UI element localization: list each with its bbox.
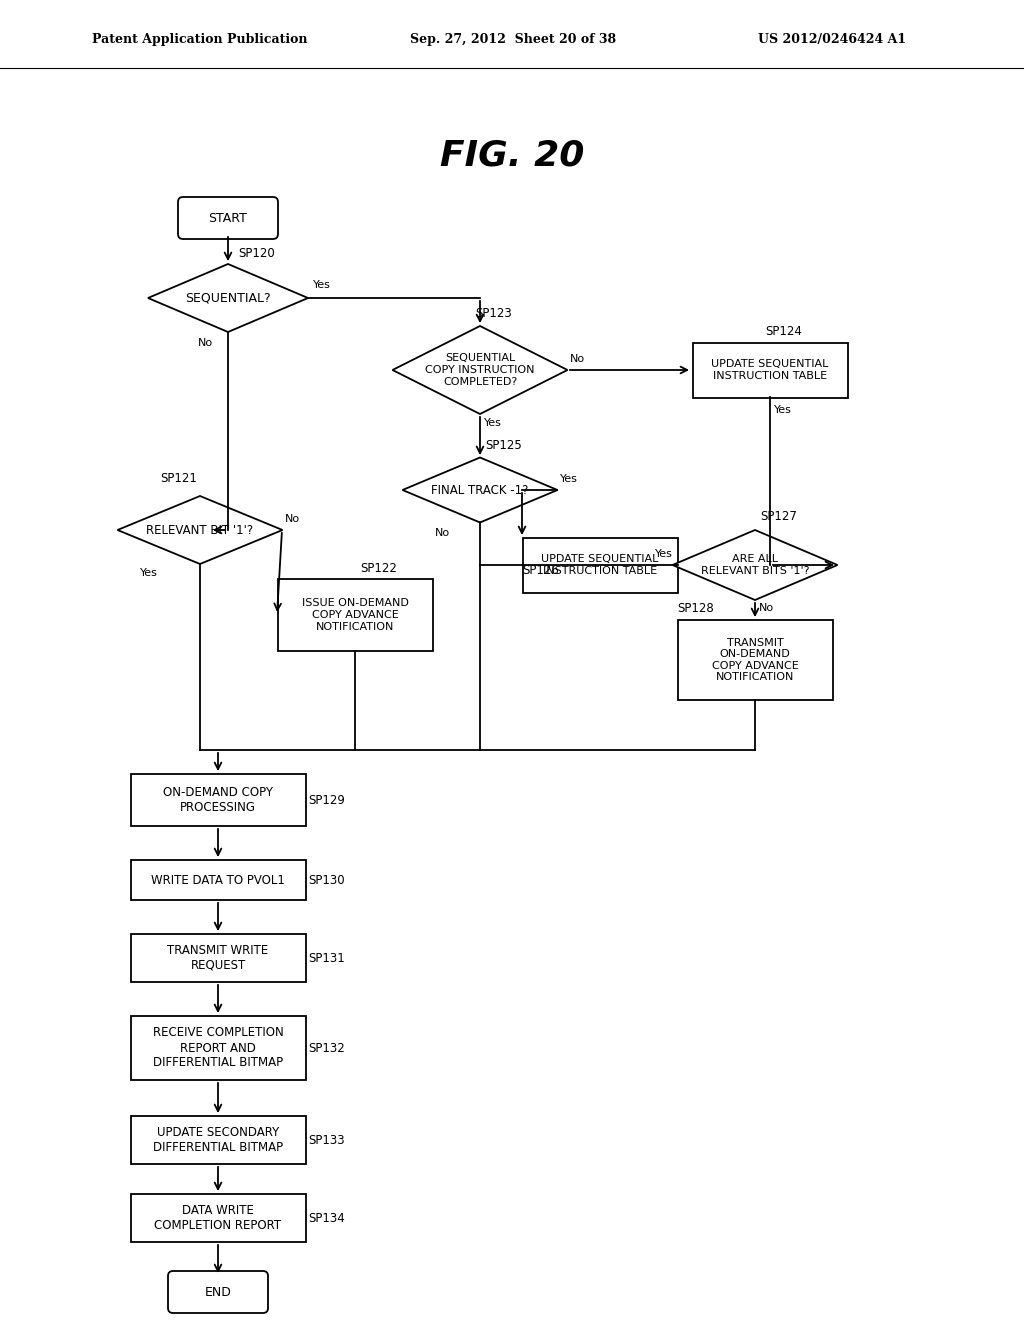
Text: Patent Application Publication: Patent Application Publication bbox=[92, 33, 307, 46]
Text: No: No bbox=[435, 528, 450, 539]
Text: UPDATE SEQUENTIAL
INSTRUCTION TABLE: UPDATE SEQUENTIAL INSTRUCTION TABLE bbox=[542, 554, 658, 576]
Text: DATA WRITE
COMPLETION REPORT: DATA WRITE COMPLETION REPORT bbox=[155, 1204, 282, 1232]
Text: END: END bbox=[205, 1286, 231, 1299]
FancyBboxPatch shape bbox=[178, 197, 278, 239]
Text: No: No bbox=[285, 513, 300, 524]
Text: SEQUENTIAL
COPY INSTRUCTION
COMPLETED?: SEQUENTIAL COPY INSTRUCTION COMPLETED? bbox=[425, 354, 535, 387]
Text: FINAL TRACK -1?: FINAL TRACK -1? bbox=[431, 483, 528, 496]
Polygon shape bbox=[118, 496, 283, 564]
Text: ARE ALL
RELEVANT BITS '1'?: ARE ALL RELEVANT BITS '1'? bbox=[700, 554, 809, 576]
Text: ON-DEMAND COPY
PROCESSING: ON-DEMAND COPY PROCESSING bbox=[163, 785, 273, 814]
Text: SP132: SP132 bbox=[308, 1041, 345, 1055]
Text: SP126: SP126 bbox=[522, 564, 559, 577]
Text: Yes: Yes bbox=[560, 474, 578, 484]
Text: SP129: SP129 bbox=[308, 793, 345, 807]
Polygon shape bbox=[402, 458, 557, 523]
Bar bbox=[130, 861, 305, 900]
Bar bbox=[678, 620, 833, 700]
Bar bbox=[692, 342, 848, 397]
Bar bbox=[130, 1115, 305, 1164]
Text: US 2012/0246424 A1: US 2012/0246424 A1 bbox=[758, 33, 906, 46]
Text: TRANSMIT
ON-DEMAND
COPY ADVANCE
NOTIFICATION: TRANSMIT ON-DEMAND COPY ADVANCE NOTIFICA… bbox=[712, 638, 799, 682]
Text: SP127: SP127 bbox=[760, 510, 797, 523]
Text: No: No bbox=[198, 338, 213, 348]
Text: SP125: SP125 bbox=[485, 440, 522, 451]
Bar bbox=[522, 537, 678, 593]
Polygon shape bbox=[148, 264, 308, 333]
Polygon shape bbox=[392, 326, 567, 414]
Text: SP123: SP123 bbox=[475, 308, 512, 319]
Text: START: START bbox=[209, 211, 248, 224]
Text: Sep. 27, 2012  Sheet 20 of 38: Sep. 27, 2012 Sheet 20 of 38 bbox=[410, 33, 615, 46]
Polygon shape bbox=[673, 531, 838, 601]
Text: UPDATE SEQUENTIAL
INSTRUCTION TABLE: UPDATE SEQUENTIAL INSTRUCTION TABLE bbox=[712, 359, 828, 380]
Text: SEQUENTIAL?: SEQUENTIAL? bbox=[185, 292, 270, 305]
Text: SP124: SP124 bbox=[765, 325, 802, 338]
Text: ISSUE ON-DEMAND
COPY ADVANCE
NOTIFICATION: ISSUE ON-DEMAND COPY ADVANCE NOTIFICATIO… bbox=[301, 598, 409, 631]
FancyBboxPatch shape bbox=[168, 1271, 268, 1313]
Text: RECEIVE COMPLETION
REPORT AND
DIFFERENTIAL BITMAP: RECEIVE COMPLETION REPORT AND DIFFERENTI… bbox=[153, 1027, 284, 1069]
Bar bbox=[130, 1195, 305, 1242]
Text: SP130: SP130 bbox=[308, 874, 345, 887]
Text: No: No bbox=[570, 354, 585, 364]
Text: No: No bbox=[759, 603, 774, 612]
Bar bbox=[130, 935, 305, 982]
Text: UPDATE SECONDARY
DIFFERENTIAL BITMAP: UPDATE SECONDARY DIFFERENTIAL BITMAP bbox=[153, 1126, 283, 1154]
Text: Yes: Yes bbox=[313, 280, 331, 290]
Text: RELEVANT BIT '1'?: RELEVANT BIT '1'? bbox=[146, 524, 254, 536]
Bar bbox=[130, 774, 305, 826]
Text: SP121: SP121 bbox=[160, 473, 197, 484]
Text: FIG. 20: FIG. 20 bbox=[440, 139, 584, 172]
Bar bbox=[130, 1016, 305, 1080]
Bar bbox=[278, 579, 432, 651]
Text: TRANSMIT WRITE
REQUEST: TRANSMIT WRITE REQUEST bbox=[167, 944, 268, 972]
Text: WRITE DATA TO PVOL1: WRITE DATA TO PVOL1 bbox=[152, 874, 285, 887]
Text: SP128: SP128 bbox=[677, 602, 714, 615]
Text: SP120: SP120 bbox=[238, 247, 274, 260]
Text: Yes: Yes bbox=[774, 405, 792, 414]
Text: Yes: Yes bbox=[140, 568, 158, 578]
Text: Yes: Yes bbox=[655, 549, 673, 558]
Text: SP122: SP122 bbox=[360, 562, 397, 576]
Text: SP131: SP131 bbox=[308, 952, 345, 965]
Text: Yes: Yes bbox=[484, 418, 502, 428]
Text: SP133: SP133 bbox=[308, 1134, 345, 1147]
Text: SP134: SP134 bbox=[308, 1212, 345, 1225]
